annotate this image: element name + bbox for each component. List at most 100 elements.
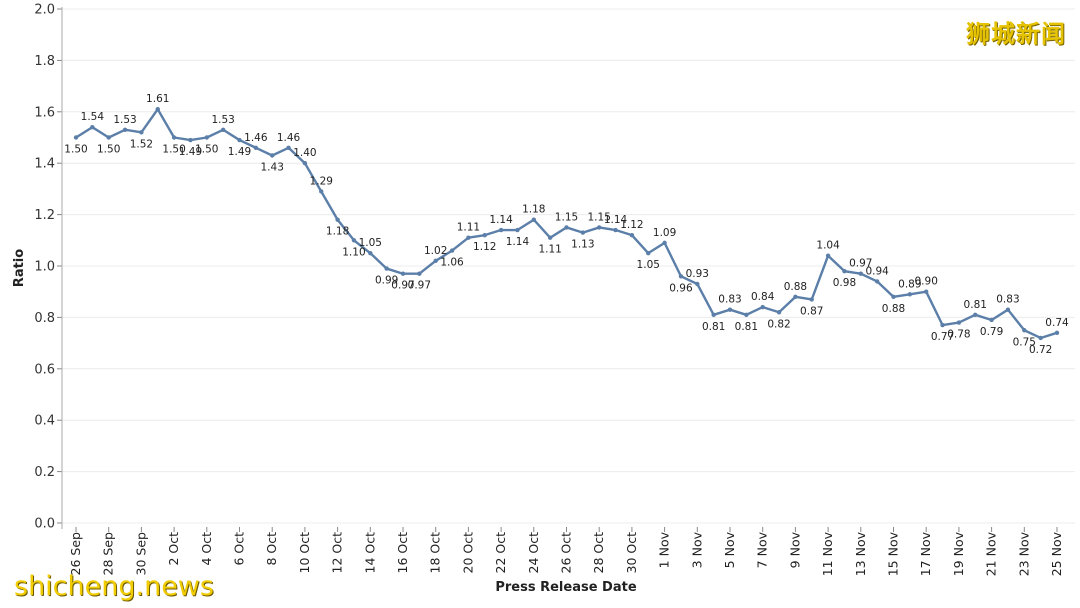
x-tick-label: 26 Sep bbox=[68, 532, 83, 576]
y-tick-label: 1.6 bbox=[34, 105, 55, 120]
data-point bbox=[760, 304, 765, 310]
data-point bbox=[335, 217, 340, 222]
data-label: 1.49 bbox=[179, 146, 202, 158]
data-label: 1.11 bbox=[457, 222, 480, 234]
data-point bbox=[400, 271, 406, 276]
x-tick-label: 22 Oct bbox=[493, 532, 508, 574]
data-label: 1.09 bbox=[653, 227, 676, 239]
x-tick-label: 13 Nov bbox=[853, 531, 868, 576]
data-point bbox=[842, 268, 847, 274]
data-label: 0.88 bbox=[784, 281, 807, 293]
x-tick-label: 9 Nov bbox=[787, 531, 802, 568]
data-point bbox=[302, 161, 308, 166]
data-labels: 1.501.541.501.531.521.611.501.491.501.53… bbox=[64, 93, 1069, 356]
x-tick-label: 7 Nov bbox=[755, 531, 770, 568]
data-label: 0.83 bbox=[996, 294, 1019, 306]
data-point bbox=[613, 227, 618, 233]
data-point bbox=[825, 253, 831, 258]
data-label: 1.10 bbox=[342, 246, 365, 258]
data-point bbox=[368, 250, 373, 256]
x-tick-label: 23 Nov bbox=[1016, 531, 1031, 576]
data-point bbox=[629, 232, 635, 238]
data-label: 1.50 bbox=[162, 144, 185, 156]
x-tick-label: 14 Oct bbox=[362, 532, 377, 574]
data-label: 1.12 bbox=[620, 219, 643, 231]
data-label: 1.29 bbox=[310, 175, 333, 187]
data-point bbox=[449, 248, 455, 253]
data-label: 0.75 bbox=[1013, 336, 1036, 348]
data-point bbox=[547, 235, 553, 240]
data-point bbox=[874, 279, 880, 284]
data-point bbox=[220, 127, 226, 132]
data-label: 1.14 bbox=[506, 236, 530, 248]
data-label: 1.53 bbox=[211, 114, 234, 126]
x-tick-label: 19 Nov bbox=[951, 531, 966, 576]
data-point bbox=[940, 322, 945, 328]
data-point bbox=[989, 317, 994, 323]
data-point bbox=[858, 271, 863, 276]
data-point bbox=[204, 135, 209, 140]
data-point bbox=[286, 145, 291, 150]
data-point bbox=[531, 217, 536, 222]
x-tick-label: 3 Nov bbox=[689, 531, 704, 568]
x-tick-label: 20 Oct bbox=[460, 532, 475, 574]
data-label: 0.90 bbox=[915, 276, 938, 288]
data-label: 1.14 bbox=[489, 214, 513, 226]
x-tick-label: 24 Oct bbox=[526, 532, 541, 574]
y-tick-label: 0.6 bbox=[34, 362, 55, 377]
x-tick-label: 21 Nov bbox=[984, 531, 999, 576]
data-label: 0.77 bbox=[931, 331, 954, 343]
y-tick-label: 1.4 bbox=[34, 157, 55, 172]
data-point bbox=[515, 227, 520, 233]
data-point bbox=[695, 281, 700, 287]
data-label: 0.97 bbox=[391, 280, 414, 292]
x-tick-label: 30 Sep bbox=[133, 532, 148, 576]
series-line bbox=[73, 107, 1060, 341]
watermark-logo-cn: 狮城新闻 bbox=[966, 20, 1066, 48]
x-tick-label: 12 Oct bbox=[330, 532, 345, 574]
data-label: 0.97 bbox=[408, 280, 431, 292]
data-label: 1.15 bbox=[555, 211, 578, 223]
y-tick-label: 1.8 bbox=[34, 54, 55, 69]
data-label: 0.81 bbox=[964, 299, 987, 311]
x-tick-label: 10 Oct bbox=[297, 532, 312, 574]
data-point bbox=[466, 235, 471, 240]
data-label: 1.50 bbox=[97, 144, 120, 156]
x-tick-label: 5 Nov bbox=[722, 531, 737, 568]
x-tick-label: 25 Nov bbox=[1049, 531, 1064, 576]
x-axis-title: Press Release Date bbox=[495, 580, 636, 595]
data-point bbox=[482, 232, 487, 238]
data-label: 0.89 bbox=[898, 278, 921, 290]
data-point bbox=[776, 310, 782, 315]
data-label: 1.05 bbox=[637, 259, 660, 271]
data-point bbox=[171, 135, 177, 140]
data-label: 1.46 bbox=[277, 132, 301, 144]
x-tick-label: 4 Oct bbox=[199, 532, 214, 566]
data-label: 1.11 bbox=[538, 244, 561, 256]
data-point bbox=[139, 130, 144, 135]
y-tick-label: 0.0 bbox=[34, 517, 55, 532]
data-label: 1.54 bbox=[81, 111, 105, 123]
data-label: 0.84 bbox=[751, 291, 775, 303]
data-point bbox=[956, 320, 962, 325]
gridlines bbox=[62, 8, 1075, 524]
data-point bbox=[73, 135, 79, 140]
data-point bbox=[973, 312, 978, 318]
data-label: 1.12 bbox=[473, 241, 496, 253]
data-point bbox=[564, 225, 569, 230]
data-point bbox=[384, 266, 389, 271]
data-label: 0.81 bbox=[735, 321, 758, 333]
data-label: 1.18 bbox=[522, 204, 545, 216]
data-point bbox=[498, 227, 504, 233]
x-tick-label: 6 Oct bbox=[232, 532, 247, 566]
data-point bbox=[924, 289, 929, 294]
x-tick-label: 17 Nov bbox=[918, 531, 933, 576]
data-label: 0.79 bbox=[980, 326, 1003, 338]
data-label: 1.40 bbox=[293, 147, 316, 159]
data-label: 0.99 bbox=[375, 275, 398, 287]
data-point bbox=[727, 307, 733, 312]
data-point bbox=[809, 297, 814, 302]
x-tick-label: 11 Nov bbox=[820, 531, 835, 576]
data-point bbox=[1038, 335, 1043, 341]
x-tick-label: 18 Oct bbox=[428, 532, 443, 574]
